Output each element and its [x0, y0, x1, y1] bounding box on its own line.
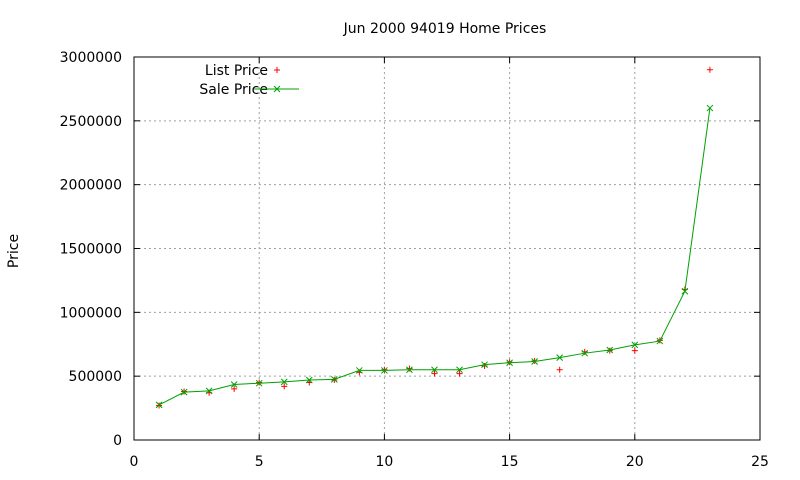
sale-price-point	[656, 337, 664, 345]
sale-price-series	[155, 104, 714, 409]
list-price-point	[581, 348, 588, 355]
y-tick-label: 1000000	[60, 305, 122, 321]
sale-price-point	[280, 378, 288, 386]
y-tick-label: 2000000	[60, 178, 122, 194]
x-tick-label: 15	[501, 454, 519, 470]
list-price-point	[406, 365, 413, 372]
sale-price-point	[556, 354, 564, 362]
list-price-point	[431, 370, 438, 377]
axis-ticks: 0 500000 1000000 1500000 2000000 2500000 30000…	[60, 50, 769, 470]
list-price-point	[281, 383, 288, 390]
list-price-point	[481, 362, 488, 369]
legend: List Price Sale Price	[199, 63, 299, 98]
sale-price-point	[305, 376, 313, 384]
x-tick-label: 10	[375, 454, 393, 470]
sale-price-point	[406, 366, 413, 374]
sale-price-point	[205, 387, 213, 395]
sale-price-point	[330, 376, 338, 383]
legend-label: List Price	[205, 63, 268, 79]
grid-lines	[134, 57, 760, 440]
list-price-series	[156, 66, 713, 409]
sale-price-point	[356, 367, 363, 374]
list-price-point	[231, 385, 238, 392]
legend-marker	[273, 85, 281, 93]
sale-price-point	[230, 381, 238, 388]
sale-price-point	[681, 287, 689, 295]
y-tick-label: 0	[113, 433, 122, 449]
y-tick-label: 2500000	[60, 114, 122, 130]
y-tick-label: 3000000	[60, 50, 122, 66]
series-layer	[155, 66, 714, 409]
x-tick-label: 25	[751, 454, 769, 470]
sale-price-point	[581, 349, 589, 357]
legend-marker	[274, 67, 280, 73]
plot-frame	[133, 56, 761, 441]
sale-price-point	[481, 361, 488, 369]
list-price-point	[706, 66, 713, 73]
sale-price-point	[431, 366, 438, 374]
sale-price-point	[706, 104, 714, 112]
x-tick-label: 0	[130, 454, 139, 470]
list-price-point	[456, 370, 463, 377]
sale-price-point	[506, 359, 513, 367]
y-tick-label: 500000	[69, 369, 122, 385]
y-axis-label: Price	[6, 234, 22, 268]
sale-price-point	[456, 366, 463, 374]
list-price-point	[631, 347, 638, 354]
y-tick-label: 1500000	[60, 242, 122, 258]
sale-price-point	[155, 401, 163, 409]
sale-price-point	[180, 388, 188, 396]
chart-title: Jun 2000 94019 Home Prices	[343, 21, 547, 37]
x-tick-label: 20	[626, 454, 644, 470]
x-tick-label: 5	[255, 454, 264, 470]
legend-label: Sale Price	[199, 82, 268, 98]
sale-price-point	[531, 358, 538, 365]
sale-price-point	[381, 367, 388, 374]
sale-price-point	[631, 341, 639, 349]
list-price-point	[556, 366, 563, 373]
sale-price-point	[606, 346, 614, 354]
sale-price-point	[255, 379, 263, 387]
sale-price-line	[158, 107, 711, 406]
